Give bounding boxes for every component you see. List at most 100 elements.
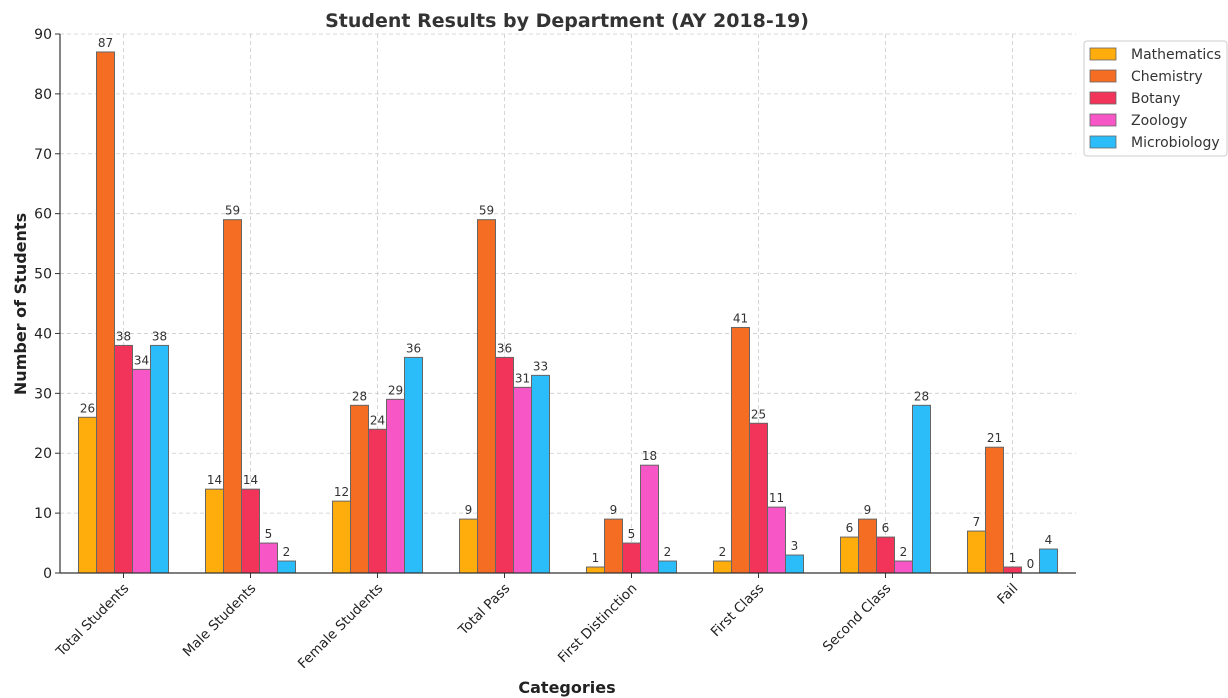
- y-tick-label: 50: [34, 267, 52, 283]
- bar-botany-5: [749, 422, 768, 574]
- y-tick-label: 20: [34, 446, 52, 462]
- data-label: 1: [1009, 551, 1017, 565]
- data-label: 31: [515, 371, 530, 385]
- bar-microbiology-4: [658, 560, 677, 574]
- data-label: 59: [479, 204, 494, 218]
- x-tick-label: Male Students: [180, 581, 260, 661]
- data-label: 14: [207, 473, 222, 487]
- y-tick-label: 90: [34, 27, 52, 43]
- bar-zoology-1: [259, 542, 278, 574]
- data-label: 26: [80, 401, 95, 415]
- bar-botany-0: [114, 344, 133, 574]
- y-axis-title: Number of Students: [11, 213, 30, 395]
- legend-swatch-mathematics: [1089, 47, 1117, 61]
- data-label: 4: [1045, 533, 1053, 547]
- x-tick-label: Female Students: [295, 581, 386, 672]
- data-label: 18: [642, 449, 657, 463]
- axes: [55, 33, 1076, 578]
- x-tick-label: Fail: [994, 581, 1021, 608]
- data-label: 1: [592, 551, 600, 565]
- bar-mathematics-3: [459, 518, 478, 574]
- bar-microbiology-5: [785, 554, 804, 574]
- bar-chemistry-6: [858, 518, 877, 574]
- x-tick-label: Total Students: [52, 581, 132, 661]
- legend-label-botany: Botany: [1131, 91, 1180, 107]
- data-label: 2: [283, 545, 291, 559]
- bar-botany-4: [622, 542, 641, 574]
- y-tick-label: 70: [34, 147, 52, 163]
- bar-chemistry-0: [96, 51, 115, 574]
- legend-swatch-microbiology: [1089, 135, 1117, 149]
- data-label: 3: [791, 539, 799, 553]
- chart-title: Student Results by Department (AY 2018-1…: [325, 10, 809, 32]
- legend-label-microbiology: Microbiology: [1131, 135, 1220, 151]
- bars: [78, 51, 1058, 574]
- data-label: 0: [1027, 557, 1035, 571]
- y-tick-labels: 0 10 20 30 40 50 60 70 80 90: [34, 27, 52, 582]
- bar-zoology-6: [894, 560, 913, 574]
- bar-microbiology-0: [150, 344, 169, 574]
- y-tick-label: 10: [34, 506, 52, 522]
- bar-chemistry-3: [477, 219, 496, 574]
- bar-botany-1: [241, 488, 260, 574]
- data-label: 41: [733, 311, 748, 325]
- bar-botany-3: [495, 356, 514, 574]
- data-label: 9: [610, 503, 618, 517]
- legend-label-zoology: Zoology: [1131, 113, 1187, 129]
- legend-swatch-zoology: [1089, 113, 1117, 127]
- y-tick-label: 40: [34, 326, 52, 342]
- bar-zoology-0: [132, 368, 151, 574]
- legend-label-mathematics: Mathematics: [1131, 47, 1221, 63]
- data-label: 5: [265, 527, 273, 541]
- data-label: 6: [846, 521, 854, 535]
- legend-swatch-botany: [1089, 91, 1117, 105]
- y-tick-label: 0: [43, 566, 52, 582]
- data-label: 9: [864, 503, 872, 517]
- legend-label-chemistry: Chemistry: [1131, 69, 1203, 85]
- data-label: 9: [465, 503, 473, 517]
- bar-chemistry-2: [350, 404, 369, 574]
- y-tick-label: 30: [34, 386, 52, 402]
- bar-mathematics-6: [840, 536, 859, 574]
- data-label: 7: [973, 515, 981, 529]
- bar-mathematics-7: [967, 530, 986, 574]
- bar-botany-7: [1003, 566, 1022, 574]
- data-label: 38: [116, 329, 131, 343]
- bar-mathematics-5: [713, 560, 732, 574]
- bar-mathematics-2: [332, 500, 351, 574]
- bar-zoology-4: [640, 464, 659, 574]
- data-label: 5: [628, 527, 636, 541]
- bar-zoology-5: [767, 506, 786, 574]
- data-label: 2: [900, 545, 908, 559]
- bar-microbiology-3: [531, 374, 550, 574]
- data-label: 11: [769, 491, 784, 505]
- data-label: 36: [497, 341, 512, 355]
- data-label: 24: [370, 413, 385, 427]
- bar-zoology-2: [386, 398, 405, 574]
- y-tick-label: 80: [34, 87, 52, 103]
- bar-mathematics-0: [78, 416, 97, 574]
- bar-chemistry-5: [731, 326, 750, 574]
- data-label: 87: [98, 36, 113, 50]
- data-label: 28: [914, 389, 929, 403]
- data-label: 12: [334, 485, 349, 499]
- data-label: 25: [751, 407, 766, 421]
- bar-mathematics-1: [205, 488, 224, 574]
- data-label: 59: [225, 204, 240, 218]
- data-label: 38: [152, 329, 167, 343]
- bar-zoology-3: [513, 386, 532, 574]
- bar-microbiology-7: [1039, 548, 1058, 574]
- data-label: 29: [388, 383, 403, 397]
- bar-microbiology-2: [404, 356, 423, 574]
- bar-chemistry-1: [223, 219, 242, 574]
- x-tick-label: First Distinction: [555, 581, 640, 666]
- data-label: 21: [987, 431, 1002, 445]
- data-label: 33: [533, 359, 548, 373]
- bar-microbiology-1: [277, 560, 296, 574]
- data-label: 28: [352, 389, 367, 403]
- data-label: 2: [664, 545, 672, 559]
- bar-chemistry-7: [985, 446, 1004, 574]
- x-tick-label: Total Pass: [455, 581, 513, 639]
